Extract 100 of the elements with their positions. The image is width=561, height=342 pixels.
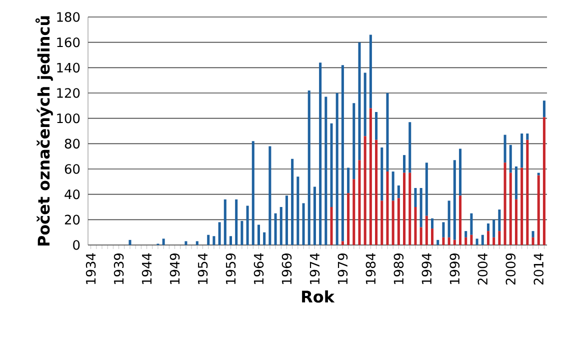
bar: [263, 232, 266, 245]
y-axis-title: Počet označených jedinců: [35, 16, 53, 246]
bar: [375, 140, 378, 245]
bar: [492, 220, 496, 238]
bar: [476, 238, 478, 245]
bar: [352, 179, 356, 245]
bar: [514, 199, 518, 245]
bar: [509, 172, 512, 245]
bar: [520, 134, 524, 168]
bar: [542, 117, 546, 245]
bar: [504, 134, 506, 163]
x-tick-label: 1949: [170, 253, 180, 284]
bar: [380, 200, 384, 245]
bar: [448, 200, 450, 238]
x-tick-label: 2009: [506, 253, 516, 285]
bar: [364, 72, 366, 136]
bar: [196, 241, 198, 245]
bar: [308, 90, 310, 245]
x-tick-label: 1954: [198, 253, 208, 284]
bar: [532, 231, 534, 238]
bar: [380, 147, 384, 201]
bar: [280, 207, 282, 245]
bar: [240, 220, 244, 245]
bar: [470, 213, 473, 235]
bar: [464, 237, 468, 245]
y-tick-label: 80: [64, 138, 80, 149]
bar: [392, 200, 394, 245]
bar: [430, 218, 434, 229]
x-axis-title: Rok: [302, 290, 335, 303]
bar: [364, 136, 366, 245]
bar: [207, 234, 210, 245]
bar: [442, 237, 445, 245]
bar: [392, 172, 394, 201]
bar: [414, 207, 417, 245]
bar: [184, 241, 188, 245]
bar: [397, 198, 400, 245]
bar: [514, 166, 518, 200]
bar: [302, 203, 305, 245]
bar: [257, 224, 260, 245]
x-tick-label: 1964: [254, 253, 264, 284]
y-tick-label: 180: [57, 12, 80, 22]
bar: [403, 155, 406, 173]
bar: [386, 93, 389, 172]
bar: [341, 65, 344, 242]
bar: [375, 112, 378, 140]
bar: [436, 240, 440, 245]
bar: [408, 122, 412, 173]
bar: [296, 176, 300, 245]
bar: [537, 172, 540, 176]
x-tick-label: 1939: [114, 253, 124, 284]
bar: [492, 237, 496, 245]
bar: [498, 210, 501, 232]
bar: [414, 188, 417, 207]
bar: [486, 231, 490, 245]
bar: [453, 160, 456, 240]
y-tick-label: 60: [64, 164, 80, 174]
y-tick-label: 140: [57, 62, 80, 73]
x-tick-label: 1944: [142, 253, 152, 284]
bar: [526, 134, 529, 140]
bar: [509, 144, 512, 173]
bar: [537, 175, 540, 245]
x-tick-label: 1974: [310, 253, 320, 284]
bar: [274, 213, 277, 245]
y-tick-label: 40: [64, 189, 80, 200]
bar: [369, 34, 372, 108]
bar: [430, 228, 434, 245]
bar: [229, 236, 232, 245]
bar: [464, 231, 468, 238]
bar: [442, 222, 445, 238]
bar: [408, 172, 412, 245]
x-tick-label: 1989: [394, 253, 404, 284]
bar: [397, 185, 400, 198]
bar: [481, 234, 484, 245]
bar: [358, 42, 361, 160]
bar: [128, 240, 132, 245]
bar: [458, 196, 462, 245]
bar: [420, 227, 422, 245]
bar: [330, 207, 333, 245]
y-tick-label: 160: [57, 37, 80, 48]
bar: [425, 216, 428, 245]
bar: [347, 168, 350, 194]
bar: [268, 146, 272, 245]
y-tick-label: 20: [64, 214, 80, 225]
bar: [448, 237, 450, 245]
bar: [352, 103, 356, 180]
x-tick-label: 1984: [366, 253, 376, 284]
x-tick-label: 1979: [338, 253, 348, 284]
x-tick-label: 2014: [534, 253, 544, 285]
bar: [246, 206, 249, 245]
bar: [330, 123, 333, 207]
bar: [425, 162, 428, 216]
bar: [285, 196, 288, 245]
x-tick-label: 1934: [86, 253, 96, 284]
bar: [358, 160, 361, 245]
x-tick-label: 1959: [226, 253, 236, 284]
bar: [420, 188, 422, 228]
y-tick-label: 0: [73, 240, 80, 250]
bar: [498, 231, 501, 245]
bar: [486, 223, 490, 232]
x-tick-label: 1999: [450, 253, 460, 284]
